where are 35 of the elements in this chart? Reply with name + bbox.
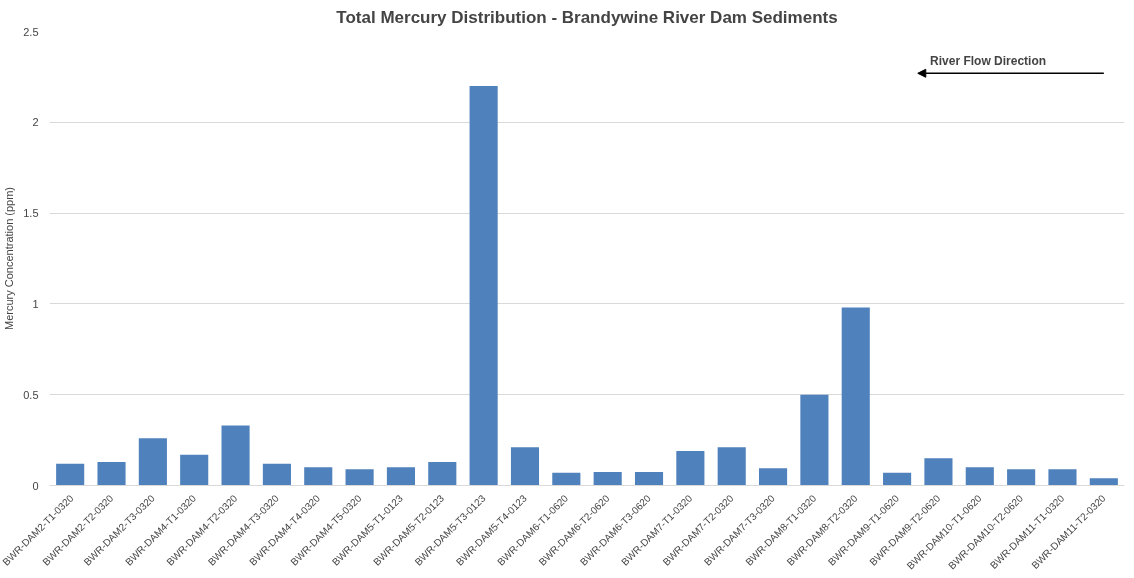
y-tick-label: 1.5 — [23, 207, 39, 220]
bar — [180, 454, 209, 486]
bar — [759, 468, 788, 486]
y-tick-label: 2.5 — [23, 25, 39, 38]
bar — [469, 85, 498, 486]
bar — [676, 451, 705, 486]
y-tick-label: 2 — [32, 116, 39, 129]
bar — [510, 447, 540, 486]
bar — [56, 463, 85, 486]
y-tick-label: 0 — [32, 479, 39, 492]
bar — [634, 471, 664, 486]
bar — [965, 467, 994, 486]
chart-title: Total Mercury Distribution - Brandywine River Dam Sediments — [336, 7, 838, 27]
bar — [883, 472, 912, 486]
y-tick-label: 1 — [32, 297, 39, 310]
bar — [428, 461, 457, 486]
y-tick-label: 0.5 — [23, 388, 39, 401]
bar — [717, 447, 746, 486]
bar — [221, 425, 250, 486]
bar — [841, 307, 870, 486]
bar — [1089, 478, 1118, 486]
bar — [262, 463, 291, 486]
bar — [924, 458, 953, 486]
bar — [1007, 469, 1036, 486]
bar — [304, 467, 333, 486]
bar — [593, 471, 622, 486]
bar — [138, 438, 167, 486]
bar — [386, 467, 415, 486]
annotation: River Flow Direction — [930, 53, 1047, 68]
bar — [552, 472, 581, 486]
y-axis-title: Mercury Concentration (ppm) — [3, 186, 16, 331]
bar — [345, 469, 374, 486]
bar — [800, 394, 829, 486]
bar — [1048, 469, 1077, 486]
bar — [97, 461, 126, 486]
